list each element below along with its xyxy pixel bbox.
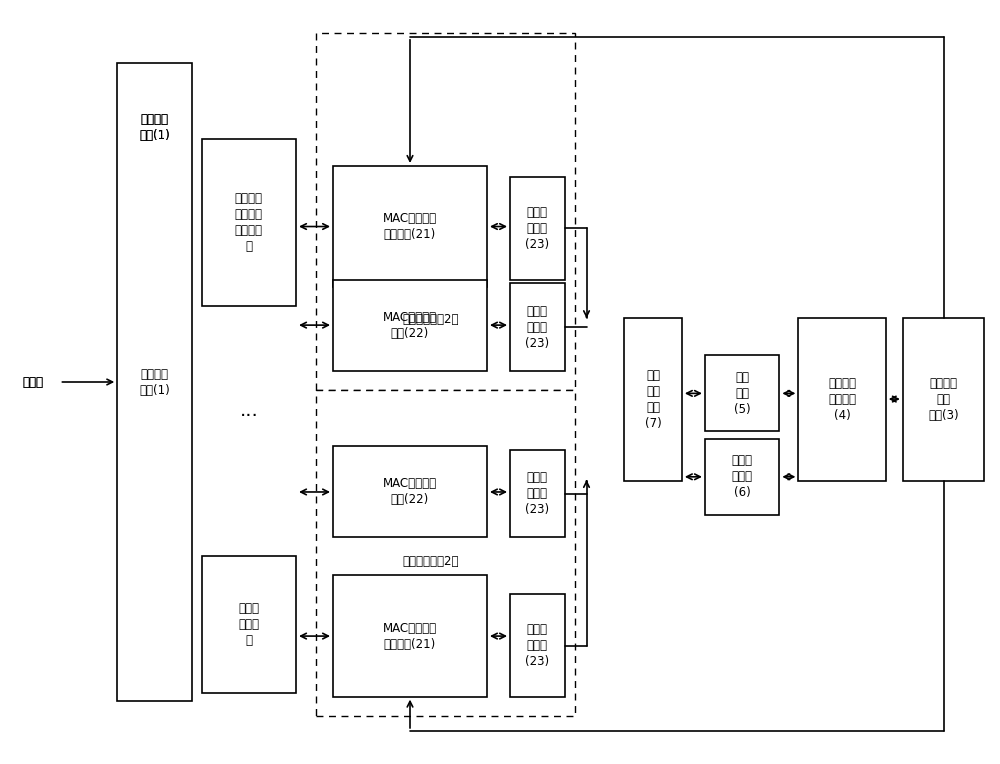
Text: 老化删
除模块
(6): 老化删 除模块 (6)	[732, 455, 753, 500]
Bar	[316, 390, 575, 716]
Bar	[624, 318, 682, 481]
Bar	[510, 177, 565, 280]
Text: ···: ···	[240, 406, 259, 426]
Text: MAC地址学习
查找模块(21): MAC地址学习 查找模块(21)	[383, 622, 437, 651]
Bar	[316, 33, 575, 390]
Bar	[202, 556, 296, 693]
Bar	[333, 166, 487, 287]
Text: MAC地址查找
模块(22): MAC地址查找 模块(22)	[383, 311, 437, 340]
Bar	[510, 450, 565, 538]
Text: 同步更新
表缓存器
(4): 同步更新 表缓存器 (4)	[828, 377, 856, 422]
Bar	[333, 575, 487, 697]
Text: MAC地址查找
模块(22): MAC地址查找 模块(22)	[383, 478, 437, 507]
Bar	[705, 355, 779, 432]
Bar	[705, 439, 779, 515]
Bar	[510, 283, 565, 371]
Text: 接收调度
模块(1): 接收调度 模块(1)	[139, 113, 170, 142]
Text: 接收调度
模块(1): 接收调度 模块(1)	[139, 113, 170, 142]
Text: 地址表
存取器
(23): 地址表 存取器 (23)	[525, 305, 549, 349]
Bar	[510, 594, 565, 697]
Text: 按顺序
产生时
标: 按顺序 产生时 标	[238, 602, 259, 647]
Text: 接收调度
模块(1): 接收调度 模块(1)	[139, 367, 170, 397]
Bar	[333, 280, 487, 371]
Text: 更新
模块
(5): 更新 模块 (5)	[734, 371, 750, 416]
Bar	[903, 318, 984, 481]
Text: 查找表模块（2）: 查找表模块（2）	[402, 312, 459, 325]
Bar	[333, 446, 487, 538]
Text: 地址表
存取器
(23): 地址表 存取器 (23)	[525, 206, 549, 251]
Text: 数据流: 数据流	[22, 375, 43, 389]
Text: 地址表
存取器
(23): 地址表 存取器 (23)	[525, 471, 549, 516]
Bar	[117, 63, 192, 701]
Text: 地址
选择
模块
(7): 地址 选择 模块 (7)	[645, 368, 662, 429]
Bar	[202, 139, 296, 306]
Text: 轮询多路
查找表模
块是否空
闲: 轮询多路 查找表模 块是否空 闲	[235, 193, 263, 253]
Text: MAC地址学习
查找模块(21): MAC地址学习 查找模块(21)	[383, 212, 437, 241]
Text: 地址表
存取器
(23): 地址表 存取器 (23)	[525, 623, 549, 668]
Text: 学习结果
轮询
模块(3): 学习结果 轮询 模块(3)	[928, 377, 959, 422]
Bar	[798, 318, 886, 481]
Text: 数据流: 数据流	[22, 375, 43, 389]
Text: 查找表模块（2）: 查找表模块（2）	[402, 555, 459, 568]
